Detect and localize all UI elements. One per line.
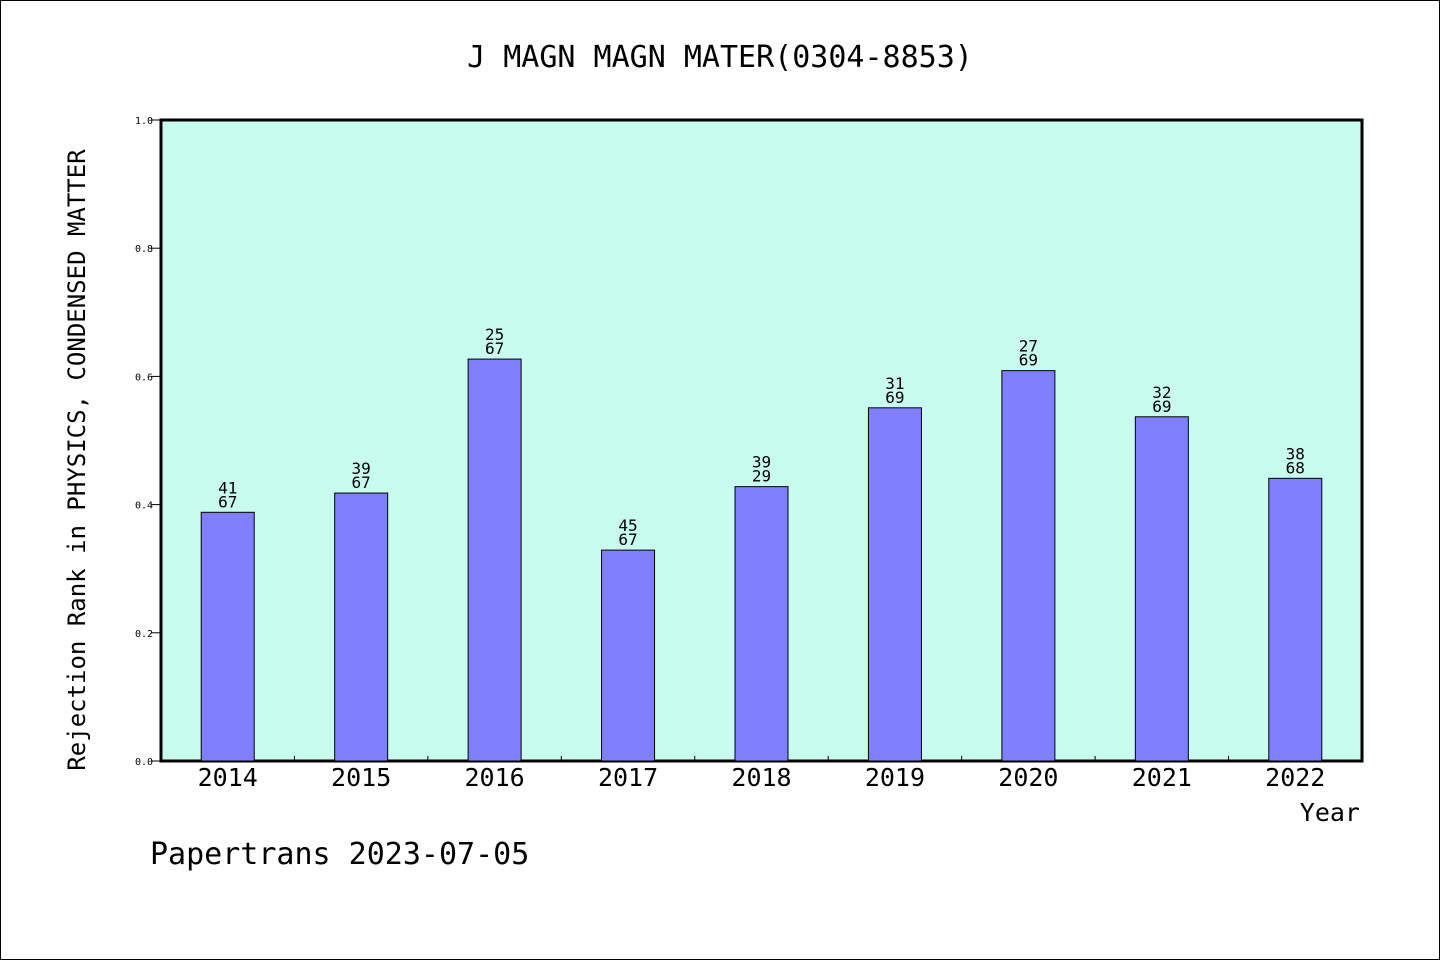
bar-2015 xyxy=(334,492,389,762)
bar-label-bottom-2022: 68 xyxy=(1286,458,1305,477)
bar-label-bottom-2021: 69 xyxy=(1152,397,1171,416)
bar-2017 xyxy=(601,549,656,762)
chart-title: J MAGN MAGN MATER(0304-8853) xyxy=(467,40,973,75)
x-axis-label: Year xyxy=(1300,798,1360,827)
bar-label-bottom-2018: 29 xyxy=(752,467,771,486)
x-tick-label-2017: 2017 xyxy=(598,763,658,792)
bar-label-top-2015: 39 xyxy=(352,459,371,478)
bar-2019 xyxy=(867,407,922,762)
x-tick-label-2018: 2018 xyxy=(731,763,791,792)
bar-label-bottom-2020: 69 xyxy=(1019,351,1038,370)
bar-label-bottom-2017: 67 xyxy=(618,530,637,549)
y-axis: 0.0 0.2 0.4 0.6 0.8 1.0 xyxy=(135,116,161,768)
x-axis: 2014 2015 2016 2017 2018 2019 2020 2021 2022 xyxy=(198,756,1325,792)
y-tick-label-0.2: 0.2 xyxy=(135,629,153,640)
x-tick-label-2021: 2021 xyxy=(1132,763,1192,792)
bar-label-top-2022: 38 xyxy=(1286,444,1305,463)
footer-credit: Papertrans 2023-07-05 xyxy=(150,837,529,872)
bar-label-bottom-2015: 67 xyxy=(352,473,371,492)
y-tick-label-1.0: 1.0 xyxy=(135,116,153,127)
bar-label-bottom-2014: 67 xyxy=(218,492,237,511)
bar-label-top-2019: 31 xyxy=(885,374,904,393)
bar-label-top-2018: 39 xyxy=(752,453,771,472)
x-tick-label-2019: 2019 xyxy=(865,763,925,792)
x-tick-label-2015: 2015 xyxy=(331,763,391,792)
bar-2018 xyxy=(734,486,789,762)
bar-label-top-2020: 27 xyxy=(1019,337,1038,356)
x-tick-label-2020: 2020 xyxy=(998,763,1058,792)
x-tick-label-2016: 2016 xyxy=(465,763,525,792)
y-tick-label-0.0: 0.0 xyxy=(135,757,153,768)
bar-label-bottom-2019: 69 xyxy=(885,388,904,407)
y-tick-label-0.8: 0.8 xyxy=(135,244,153,255)
bar-2022 xyxy=(1268,477,1323,762)
x-tick-label-2014: 2014 xyxy=(198,763,258,792)
y-tick-label-0.4: 0.4 xyxy=(135,501,153,512)
bar-label-bottom-2016: 67 xyxy=(485,339,504,358)
bar-2016 xyxy=(467,358,522,762)
bar-label-top-2021: 32 xyxy=(1152,383,1171,402)
bar-label-top-2016: 25 xyxy=(485,325,504,344)
bar-label-top-2014: 41 xyxy=(218,478,237,497)
bar-2014 xyxy=(200,511,255,762)
y-tick-label-0.6: 0.6 xyxy=(135,372,153,383)
x-tick-label-2022: 2022 xyxy=(1265,763,1325,792)
y-axis-label: Rejection Rank in PHYSICS, CONDENSED MAT… xyxy=(63,149,91,771)
bar-2020 xyxy=(1001,370,1056,762)
bar-2021 xyxy=(1134,416,1189,762)
bar-label-top-2017: 45 xyxy=(618,516,637,535)
